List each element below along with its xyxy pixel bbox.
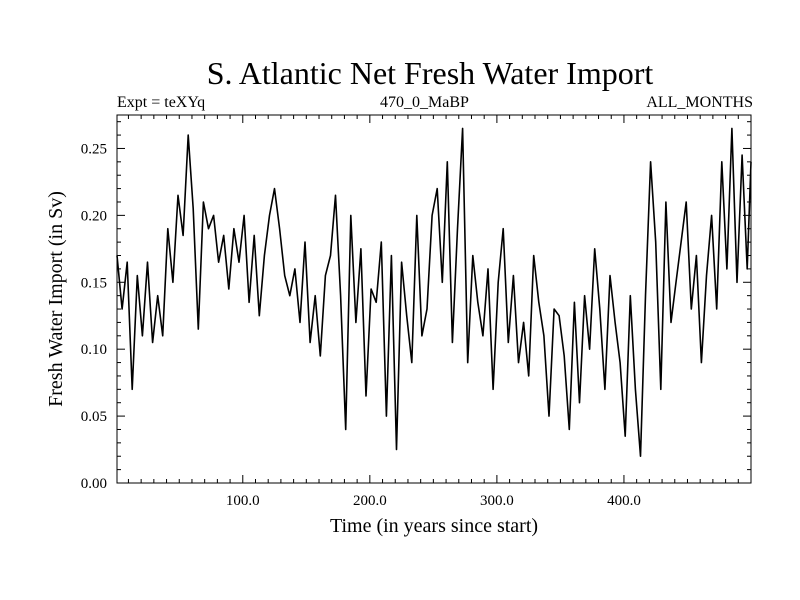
x-tick-label: 300.0 [480,493,514,509]
x-tick-label: 100.0 [226,493,260,509]
experiment-label: Expt = teXYq [117,94,206,111]
y-tick-label: 0.15 [81,275,107,291]
series-line [116,127,752,457]
y-axis-label: Fresh Water Import (in Sv) [45,191,67,407]
period-label: 470_0_MaBP [380,94,469,111]
y-tick-label: 0.10 [81,342,107,358]
y-tick-label: 0.00 [81,476,107,492]
plot-frame [116,114,752,484]
months-label: ALL_MONTHS [646,94,753,111]
y-ticks: 0.00 0.05 0.10 0.15 0.20 0.25 [81,121,751,492]
x-axis-label: Time (in years since start) [330,515,538,537]
y-tick-label: 0.05 [81,409,107,425]
y-tick-label: 0.25 [81,141,107,157]
y-tick-label: 0.20 [81,208,107,224]
chart-title: S. Atlantic Net Fresh Water Import [206,55,654,91]
x-tick-label: 200.0 [353,493,387,509]
x-ticks: 100.0 200.0 300.0 400.0 [127,115,739,509]
x-tick-label: 400.0 [607,493,641,509]
